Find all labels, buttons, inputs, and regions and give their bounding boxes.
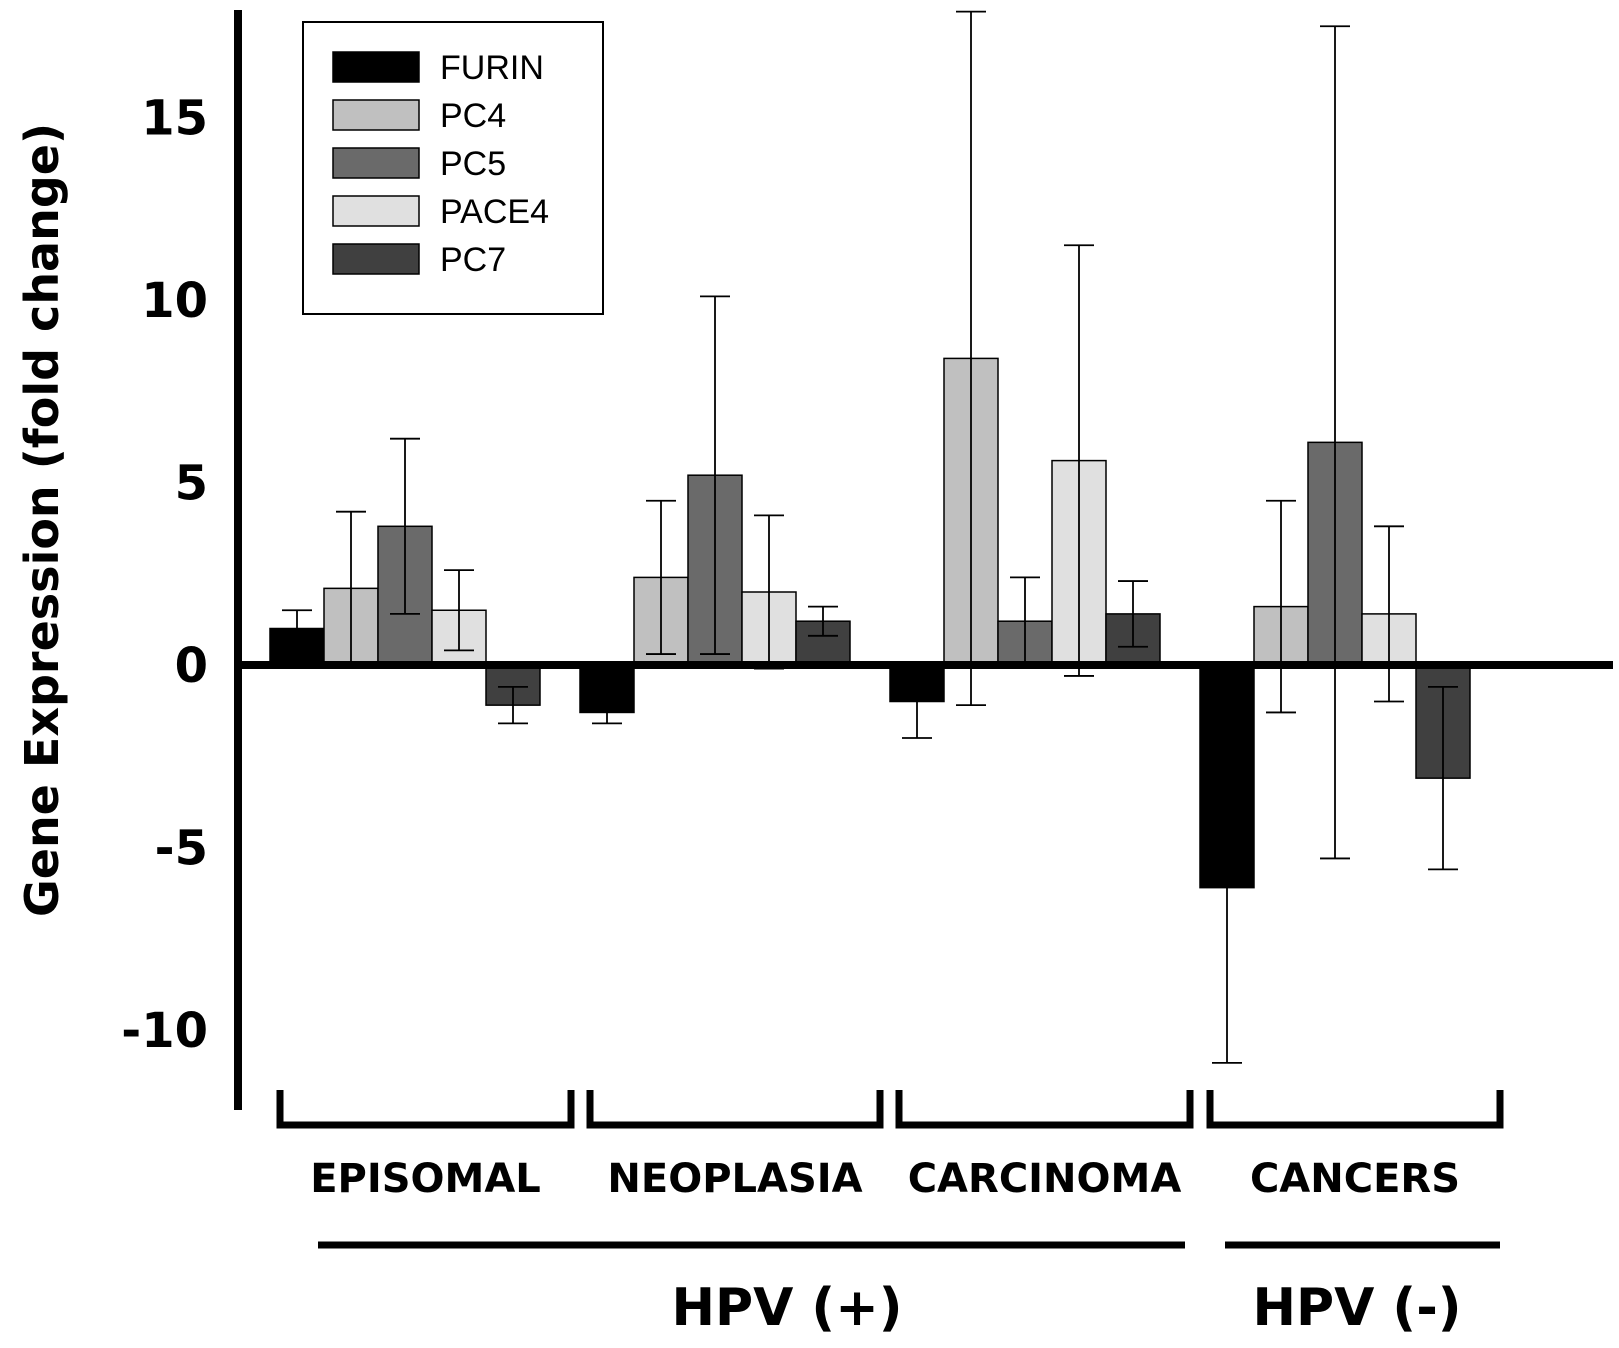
bars-layer — [269, 357, 1471, 889]
error-bar — [1118, 580, 1148, 648]
category-bracket-neoplasia — [586, 1090, 884, 1129]
category-label-neoplasia: NEOPLASIA — [607, 1156, 862, 1202]
y-tick-label: 0 — [175, 638, 208, 694]
legend: FURIN PC4 PC5 PACE4 PC7 — [302, 21, 604, 315]
category-labels: EPISOMAL NEOPLASIA CARCINOMA CANCERS — [310, 1156, 1460, 1202]
legend-swatch-pc4 — [332, 99, 420, 131]
category-label-cancers: CANCERS — [1250, 1156, 1460, 1202]
category-label-episomal: EPISOMAL — [310, 1156, 541, 1202]
y-tick-labels: 15 10 5 0 -5 -10 — [121, 91, 208, 1060]
legend-swatch-pc7 — [332, 243, 420, 275]
group-label-hpv-negative: HPV (-) — [1252, 1278, 1461, 1338]
category-label-carcinoma: CARCINOMA — [908, 1156, 1182, 1202]
legend-swatch-pc5 — [332, 147, 420, 179]
category-bracket-episomal — [276, 1090, 575, 1129]
error-bar — [282, 609, 312, 648]
error-bar — [444, 569, 474, 652]
error-bar — [700, 295, 730, 655]
error-bar — [956, 10, 986, 707]
error-bar — [646, 499, 676, 655]
error-bar — [808, 605, 838, 637]
y-tick-label: 5 — [175, 456, 208, 512]
error-bar — [1212, 711, 1242, 1064]
legend-swatch-pace4 — [332, 195, 420, 227]
category-bracket-cancers — [1206, 1090, 1504, 1129]
error-bar — [1374, 525, 1404, 703]
legend-label-pc5: PC5 — [440, 145, 506, 183]
y-tick-label: 10 — [141, 273, 208, 329]
legend-items: FURIN PC4 PC5 PACE4 PC7 — [332, 49, 549, 279]
legend-label-pc4: PC4 — [440, 97, 506, 135]
y-tick-label: 15 — [141, 91, 208, 147]
y-tick-label: -5 — [155, 821, 208, 877]
error-bar — [498, 686, 528, 725]
y-tick-label: -10 — [121, 1003, 208, 1059]
error-bar — [1428, 686, 1458, 871]
error-bar — [1266, 499, 1296, 714]
legend-label-pc7: PC7 — [440, 241, 506, 279]
category-brackets — [276, 1090, 1504, 1129]
category-bracket-carcinoma — [895, 1090, 1194, 1129]
error-bar — [390, 437, 420, 615]
error-bar — [592, 700, 622, 725]
error-bar — [1320, 25, 1350, 860]
y-axis-label: Gene Expression (fold change) — [15, 123, 69, 917]
legend-label-furin: FURIN — [440, 49, 544, 87]
group-label-hpv-positive: HPV (+) — [671, 1278, 902, 1338]
error-bar — [1064, 244, 1094, 677]
legend-swatch-furin — [332, 51, 420, 83]
legend-label-pace4: PACE4 — [440, 193, 549, 231]
